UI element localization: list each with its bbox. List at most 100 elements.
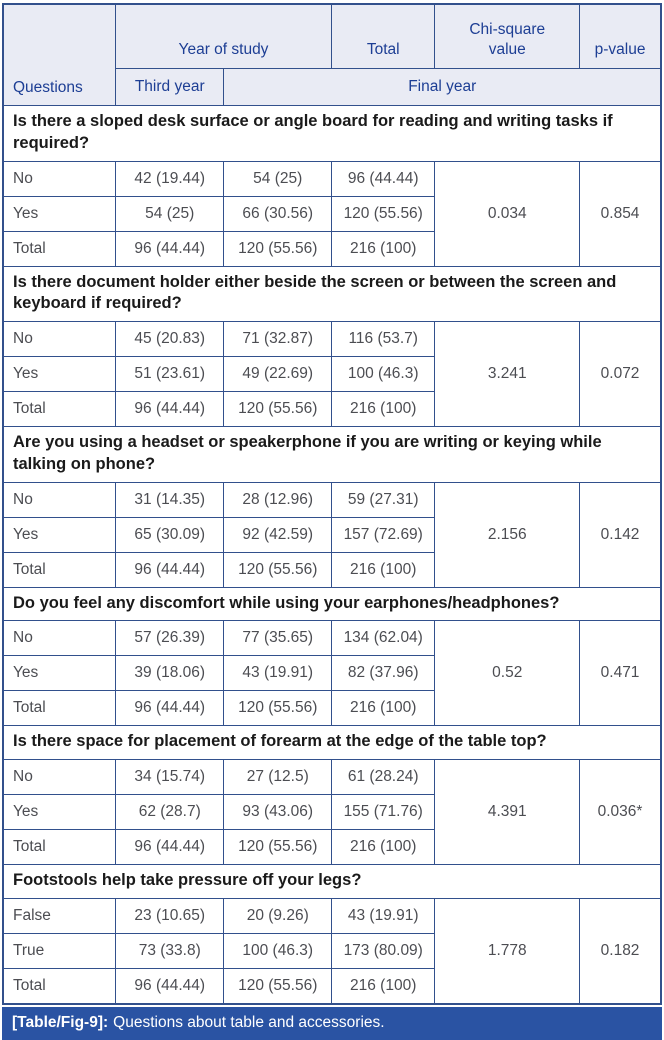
final-year-value: 20 (9.26) — [223, 897, 332, 934]
table-row: Yes 39 (18.06) 43 (19.91) 82 (37.96) — [2, 655, 661, 692]
question-text: Are you using a headset or speakerphone … — [2, 426, 662, 483]
final-year-value: 120 (55.56) — [223, 551, 332, 588]
total-value: 216 (100) — [330, 551, 436, 588]
p-value: 0.854 — [579, 160, 662, 267]
table-row: Total 96 (44.44) 120 (55.56) 216 (100) — [2, 230, 661, 267]
answer-label: No — [2, 160, 116, 197]
table-row: True 73 (33.8) 100 (46.3) 173 (80.09) — [2, 932, 661, 969]
table-row: Total 96 (44.44) 120 (55.56) 216 (100) — [2, 690, 661, 727]
total-column-header: Total — [330, 3, 436, 69]
third-year-value: 39 (18.06) — [114, 655, 225, 692]
third-year-value: 54 (25) — [114, 195, 225, 232]
final-year-value: 120 (55.56) — [223, 230, 332, 267]
third-year-value: 96 (44.44) — [114, 829, 225, 866]
answer-label: Total — [2, 690, 116, 727]
third-year-value: 96 (44.44) — [114, 967, 225, 1005]
total-value: 82 (37.96) — [330, 655, 436, 692]
total-value: 157 (72.69) — [330, 516, 436, 553]
final-year-value: 120 (55.56) — [223, 690, 332, 727]
question-row: Footstools help take pressure off your l… — [2, 864, 662, 899]
p-value: 0.072 — [579, 321, 662, 428]
table-row: Yes 54 (25) 66 (30.56) 120 (55.56) — [2, 195, 661, 232]
question-text: Do you feel any discomfort while using y… — [2, 586, 662, 622]
table-row: Total 96 (44.44) 120 (55.56) 216 (100) — [2, 829, 661, 866]
table-body: Is there a sloped desk surface or angle … — [2, 105, 662, 1005]
third-year-header: Third year — [114, 68, 225, 106]
question-row: Is there space for placement of forearm … — [2, 725, 662, 761]
chi-square-value: 0.034 — [434, 160, 581, 267]
total-value: 216 (100) — [330, 690, 436, 727]
total-value: 134 (62.04) — [330, 620, 436, 657]
table-row: Total 96 (44.44) 120 (55.56) 216 (100) — [2, 391, 661, 428]
answer-label: Yes — [2, 516, 116, 553]
question-row: Are you using a headset or speakerphone … — [2, 426, 662, 483]
answer-label: No — [2, 481, 116, 518]
caption-tag: [Table/Fig-9]: — [12, 1013, 109, 1031]
table-caption: [Table/Fig-9]: Questions about table and … — [2, 1006, 662, 1040]
answer-label: Total — [2, 967, 116, 1005]
p-value: 0.182 — [579, 897, 662, 1005]
third-year-value: 42 (19.44) — [114, 160, 225, 197]
third-year-value: 34 (15.74) — [114, 759, 225, 796]
p-value: 0.142 — [579, 481, 662, 588]
total-value: 61 (28.24) — [330, 759, 436, 796]
caption-text: Questions about table and accessories. — [113, 1013, 385, 1031]
question-row: Do you feel any discomfort while using y… — [2, 586, 662, 622]
final-year-value: 92 (42.59) — [223, 516, 332, 553]
chi-square-value: 2.156 — [434, 481, 581, 588]
chi-square-value: 3.241 — [434, 321, 581, 428]
table-row: No 45 (20.83) 71 (32.87) 116 (53.7) 3.241… — [2, 321, 662, 428]
total-value: 59 (27.31) — [330, 481, 436, 518]
total-value: 120 (55.56) — [330, 195, 436, 232]
third-year-value: 45 (20.83) — [114, 321, 225, 358]
answer-label: Total — [2, 829, 116, 866]
answer-label: Total — [2, 230, 116, 267]
p-value: 0.036* — [579, 759, 662, 866]
questions-column-header: Questions — [2, 3, 116, 106]
answer-label: False — [2, 897, 116, 934]
third-year-value: 31 (14.35) — [114, 481, 225, 518]
answer-label: Yes — [2, 195, 116, 232]
table-row: Yes 51 (23.61) 49 (22.69) 100 (46.3) — [2, 356, 661, 393]
answer-label: Total — [2, 391, 116, 428]
final-year-value: 93 (43.06) — [223, 794, 332, 831]
question-text: Is there a sloped desk surface or angle … — [2, 105, 662, 162]
final-year-value: 100 (46.3) — [223, 932, 332, 969]
third-year-value: 65 (30.09) — [114, 516, 225, 553]
p-value-column-header: p-value — [579, 3, 662, 69]
total-value: 216 (100) — [330, 829, 436, 866]
chi-square-column-header: Chi-square value — [434, 3, 581, 69]
final-year-value: 27 (12.5) — [223, 759, 332, 796]
statistics-table: Questions Year of study Total Chi-square… — [2, 3, 662, 1005]
question-text: Is there document holder either beside t… — [2, 265, 662, 323]
table-row: False 23 (10.65) 20 (9.26) 43 (19.91) 1.7… — [2, 897, 662, 1005]
final-year-value: 120 (55.56) — [223, 829, 332, 866]
third-year-value: 73 (33.8) — [114, 932, 225, 969]
total-value: 43 (19.91) — [330, 897, 436, 934]
answer-label: Yes — [2, 794, 116, 831]
question-text: Is there space for placement of forearm … — [2, 725, 662, 761]
chi-square-header-label: Chi-square value — [469, 21, 546, 58]
table-row: No 34 (15.74) 27 (12.5) 61 (28.24) 4.391 … — [2, 759, 662, 866]
table-row: No 57 (26.39) 77 (35.65) 134 (62.04) 0.52… — [2, 620, 662, 727]
final-year-value: 54 (25) — [223, 160, 332, 197]
final-year-value: 43 (19.91) — [223, 655, 332, 692]
total-value: 216 (100) — [330, 967, 436, 1005]
total-value: 100 (46.3) — [330, 356, 436, 393]
header-row-sub: Third year Final year — [3, 68, 662, 106]
final-year-value: 120 (55.56) — [223, 391, 332, 428]
table-header: Questions Year of study Total Chi-square… — [2, 3, 662, 106]
table-row: No 31 (14.35) 28 (12.96) 59 (27.31) 2.156… — [2, 481, 662, 588]
table-row: Yes 65 (30.09) 92 (42.59) 157 (72.69) — [2, 516, 661, 553]
total-value: 155 (71.76) — [330, 794, 436, 831]
chi-square-value: 4.391 — [434, 759, 581, 866]
answer-label: True — [2, 932, 116, 969]
final-year-value: 77 (35.65) — [223, 620, 332, 657]
answer-label: No — [2, 321, 116, 358]
third-year-value: 96 (44.44) — [114, 551, 225, 588]
third-year-value: 96 (44.44) — [114, 230, 225, 267]
total-value: 173 (80.09) — [330, 932, 436, 969]
chi-square-value: 0.52 — [434, 620, 581, 727]
question-row: Is there a sloped desk surface or angle … — [2, 105, 662, 162]
